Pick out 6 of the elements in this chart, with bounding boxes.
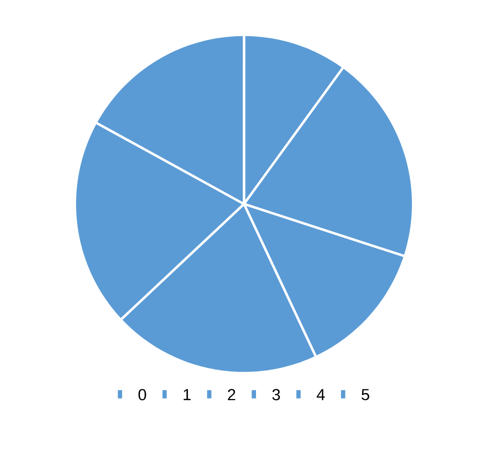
legend-label: 3 (272, 389, 280, 400)
legend-label: 5 (362, 389, 370, 400)
legend-label: 2 (228, 389, 236, 400)
legend-label: 1 (184, 389, 191, 400)
legend-label: 0 (138, 389, 146, 400)
legend-label: 4 (316, 389, 325, 400)
